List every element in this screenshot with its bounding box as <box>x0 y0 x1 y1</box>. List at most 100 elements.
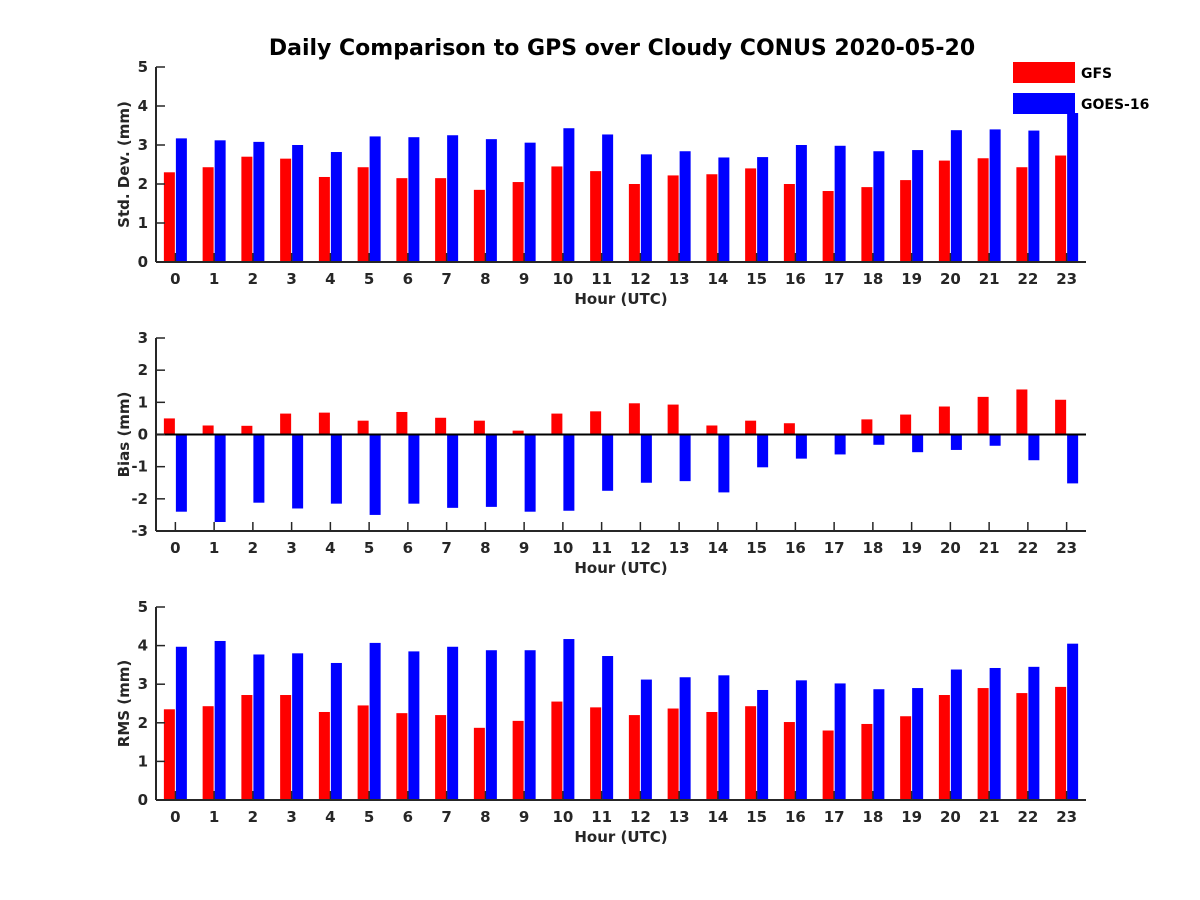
y-tick-label: 5 <box>138 598 148 616</box>
bar <box>590 707 602 800</box>
bar <box>512 430 524 435</box>
y-tick-label: 2 <box>138 714 148 732</box>
x-tick-label: 22 <box>1017 808 1038 826</box>
bar <box>1028 434 1040 461</box>
bar <box>590 411 602 435</box>
bar <box>357 167 369 262</box>
bar <box>706 711 718 800</box>
bar <box>214 640 226 800</box>
bar <box>757 689 769 800</box>
x-tick-label: 12 <box>630 808 651 826</box>
bar <box>745 706 757 800</box>
series-goes-16 <box>175 113 1079 263</box>
bar <box>435 417 447 435</box>
bar <box>706 174 718 262</box>
bar <box>473 189 485 262</box>
x-tick-label: 19 <box>901 808 922 826</box>
bar <box>357 705 369 800</box>
bar <box>1016 693 1028 800</box>
bar <box>640 154 652 262</box>
bar <box>1055 686 1067 800</box>
bar <box>318 176 330 262</box>
x-tick-label: 0 <box>170 270 180 288</box>
bar <box>745 168 757 262</box>
y-tick-label: -2 <box>131 490 148 508</box>
series-goes-16 <box>175 434 1079 522</box>
y-tick-label: -1 <box>131 458 148 476</box>
bar <box>679 434 691 482</box>
bar <box>989 667 1001 800</box>
bar <box>628 403 640 435</box>
y-axis-label: Bias (mm) <box>115 392 133 478</box>
bar <box>280 695 292 800</box>
bar <box>1016 167 1028 262</box>
x-tick-label: 22 <box>1017 539 1038 557</box>
bar <box>1016 389 1028 435</box>
bar <box>408 651 420 800</box>
bar <box>318 711 330 800</box>
x-tick-label: 20 <box>940 270 961 288</box>
legend-entry-goes-16: GOES-16 <box>1013 93 1149 114</box>
bar <box>473 727 485 800</box>
y-tick-label: -3 <box>131 522 148 540</box>
bar <box>357 420 369 435</box>
x-tick-label: 23 <box>1056 808 1077 826</box>
y-tick-label: 0 <box>138 791 148 809</box>
bar <box>873 689 885 800</box>
bar <box>318 412 330 435</box>
x-tick-label: 20 <box>940 808 961 826</box>
x-tick-label: 7 <box>441 270 451 288</box>
bar <box>912 150 924 262</box>
bar <box>175 434 187 512</box>
x-tick-label: 5 <box>364 808 374 826</box>
bar <box>524 142 536 262</box>
x-tick-label: 0 <box>170 808 180 826</box>
bar <box>163 172 175 262</box>
bar <box>950 130 962 262</box>
x-tick-label: 1 <box>209 539 219 557</box>
x-tick-label: 2 <box>248 808 258 826</box>
series-gfs <box>163 686 1067 800</box>
bar <box>679 677 691 800</box>
x-tick-label: 16 <box>785 808 806 826</box>
x-tick-label: 21 <box>979 808 1000 826</box>
bar <box>447 646 459 800</box>
y-tick-label: 3 <box>138 136 148 154</box>
x-tick-label: 14 <box>707 270 728 288</box>
bar <box>485 434 497 507</box>
y-tick-label: 0 <box>138 253 148 271</box>
bar <box>628 715 640 800</box>
x-tick-label: 3 <box>286 270 296 288</box>
x-tick-label: 2 <box>248 270 258 288</box>
x-tick-label: 1 <box>209 270 219 288</box>
bar <box>834 145 846 262</box>
bar <box>912 688 924 800</box>
bar <box>563 128 575 262</box>
bar <box>241 156 253 262</box>
bar <box>292 434 304 509</box>
x-tick-label: 16 <box>785 539 806 557</box>
bar <box>330 152 342 262</box>
legend-swatch <box>1013 93 1075 114</box>
bar <box>989 434 1001 446</box>
x-tick-label: 9 <box>519 539 529 557</box>
bar <box>873 151 885 262</box>
bar <box>435 178 447 262</box>
x-tick-label: 3 <box>286 539 296 557</box>
y-tick-label: 3 <box>138 329 148 347</box>
x-tick-label: 5 <box>364 270 374 288</box>
bar <box>551 166 563 262</box>
bar <box>900 414 912 435</box>
bar <box>163 418 175 435</box>
x-tick-label: 6 <box>403 808 413 826</box>
x-tick-label: 10 <box>552 808 573 826</box>
bar <box>718 675 730 800</box>
bar <box>214 434 226 522</box>
bar <box>745 420 757 435</box>
bar <box>640 434 652 483</box>
bar <box>938 160 950 262</box>
x-tick-label: 8 <box>480 539 490 557</box>
bar <box>253 654 265 800</box>
bar <box>551 413 563 435</box>
